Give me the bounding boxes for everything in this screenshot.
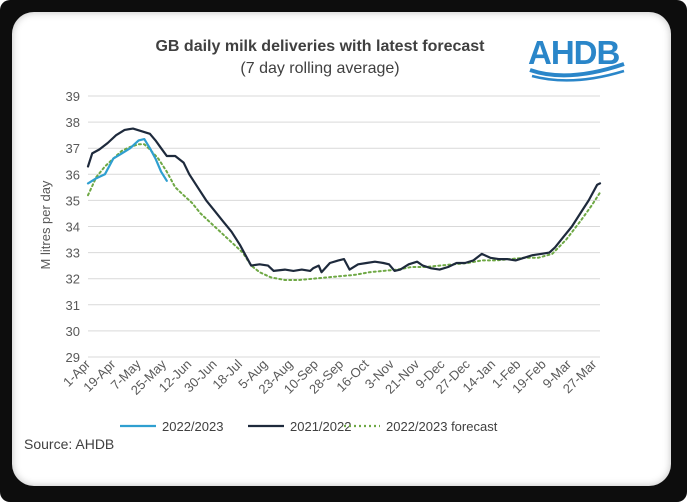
legend-label: 2022/2023 forecast [386, 419, 498, 434]
logo-text: AHDB [528, 34, 620, 71]
legend: 2022/2023 2021/2022 2022/2023 forecast [120, 419, 498, 434]
y-axis-label: M litres per day [38, 180, 53, 269]
legend-label: 2022/2023 [162, 419, 223, 434]
chart-card [12, 12, 671, 486]
logo-wave-icon [529, 62, 625, 82]
x-axis-ticks: 1-Apr19-Apr7-May25-May12-Jun30-Jun18-Jul… [60, 356, 600, 398]
y-tick-label: 30 [66, 324, 80, 339]
chart-title: GB daily milk deliveries with latest for… [155, 38, 485, 55]
y-tick-label: 34 [66, 220, 80, 235]
y-tick-label: 39 [66, 89, 80, 104]
series-line-2022-2023 [86, 138, 168, 185]
source-note: Source: AHDB [24, 436, 115, 452]
y-tick-label: 33 [66, 246, 80, 261]
gridlines [88, 95, 600, 358]
series-line-2021-2022 [86, 127, 602, 274]
y-tick-label: 37 [66, 141, 80, 156]
y-axis-ticks: 29 30 31 32 33 34 35 36 37 38 39 [66, 89, 80, 365]
y-tick-label: 31 [66, 298, 80, 313]
y-tick-label: 29 [66, 350, 80, 365]
y-tick-label: 35 [66, 193, 80, 208]
y-tick-label: 38 [66, 115, 80, 130]
y-tick-label: 32 [66, 272, 80, 287]
series-lines [86, 127, 602, 281]
y-tick-label: 36 [66, 167, 80, 182]
ahdb-logo: AHDB [528, 34, 628, 84]
legend-label: 2021/2022 [290, 419, 351, 434]
chart-subtitle: (7 day rolling average) [240, 60, 400, 77]
